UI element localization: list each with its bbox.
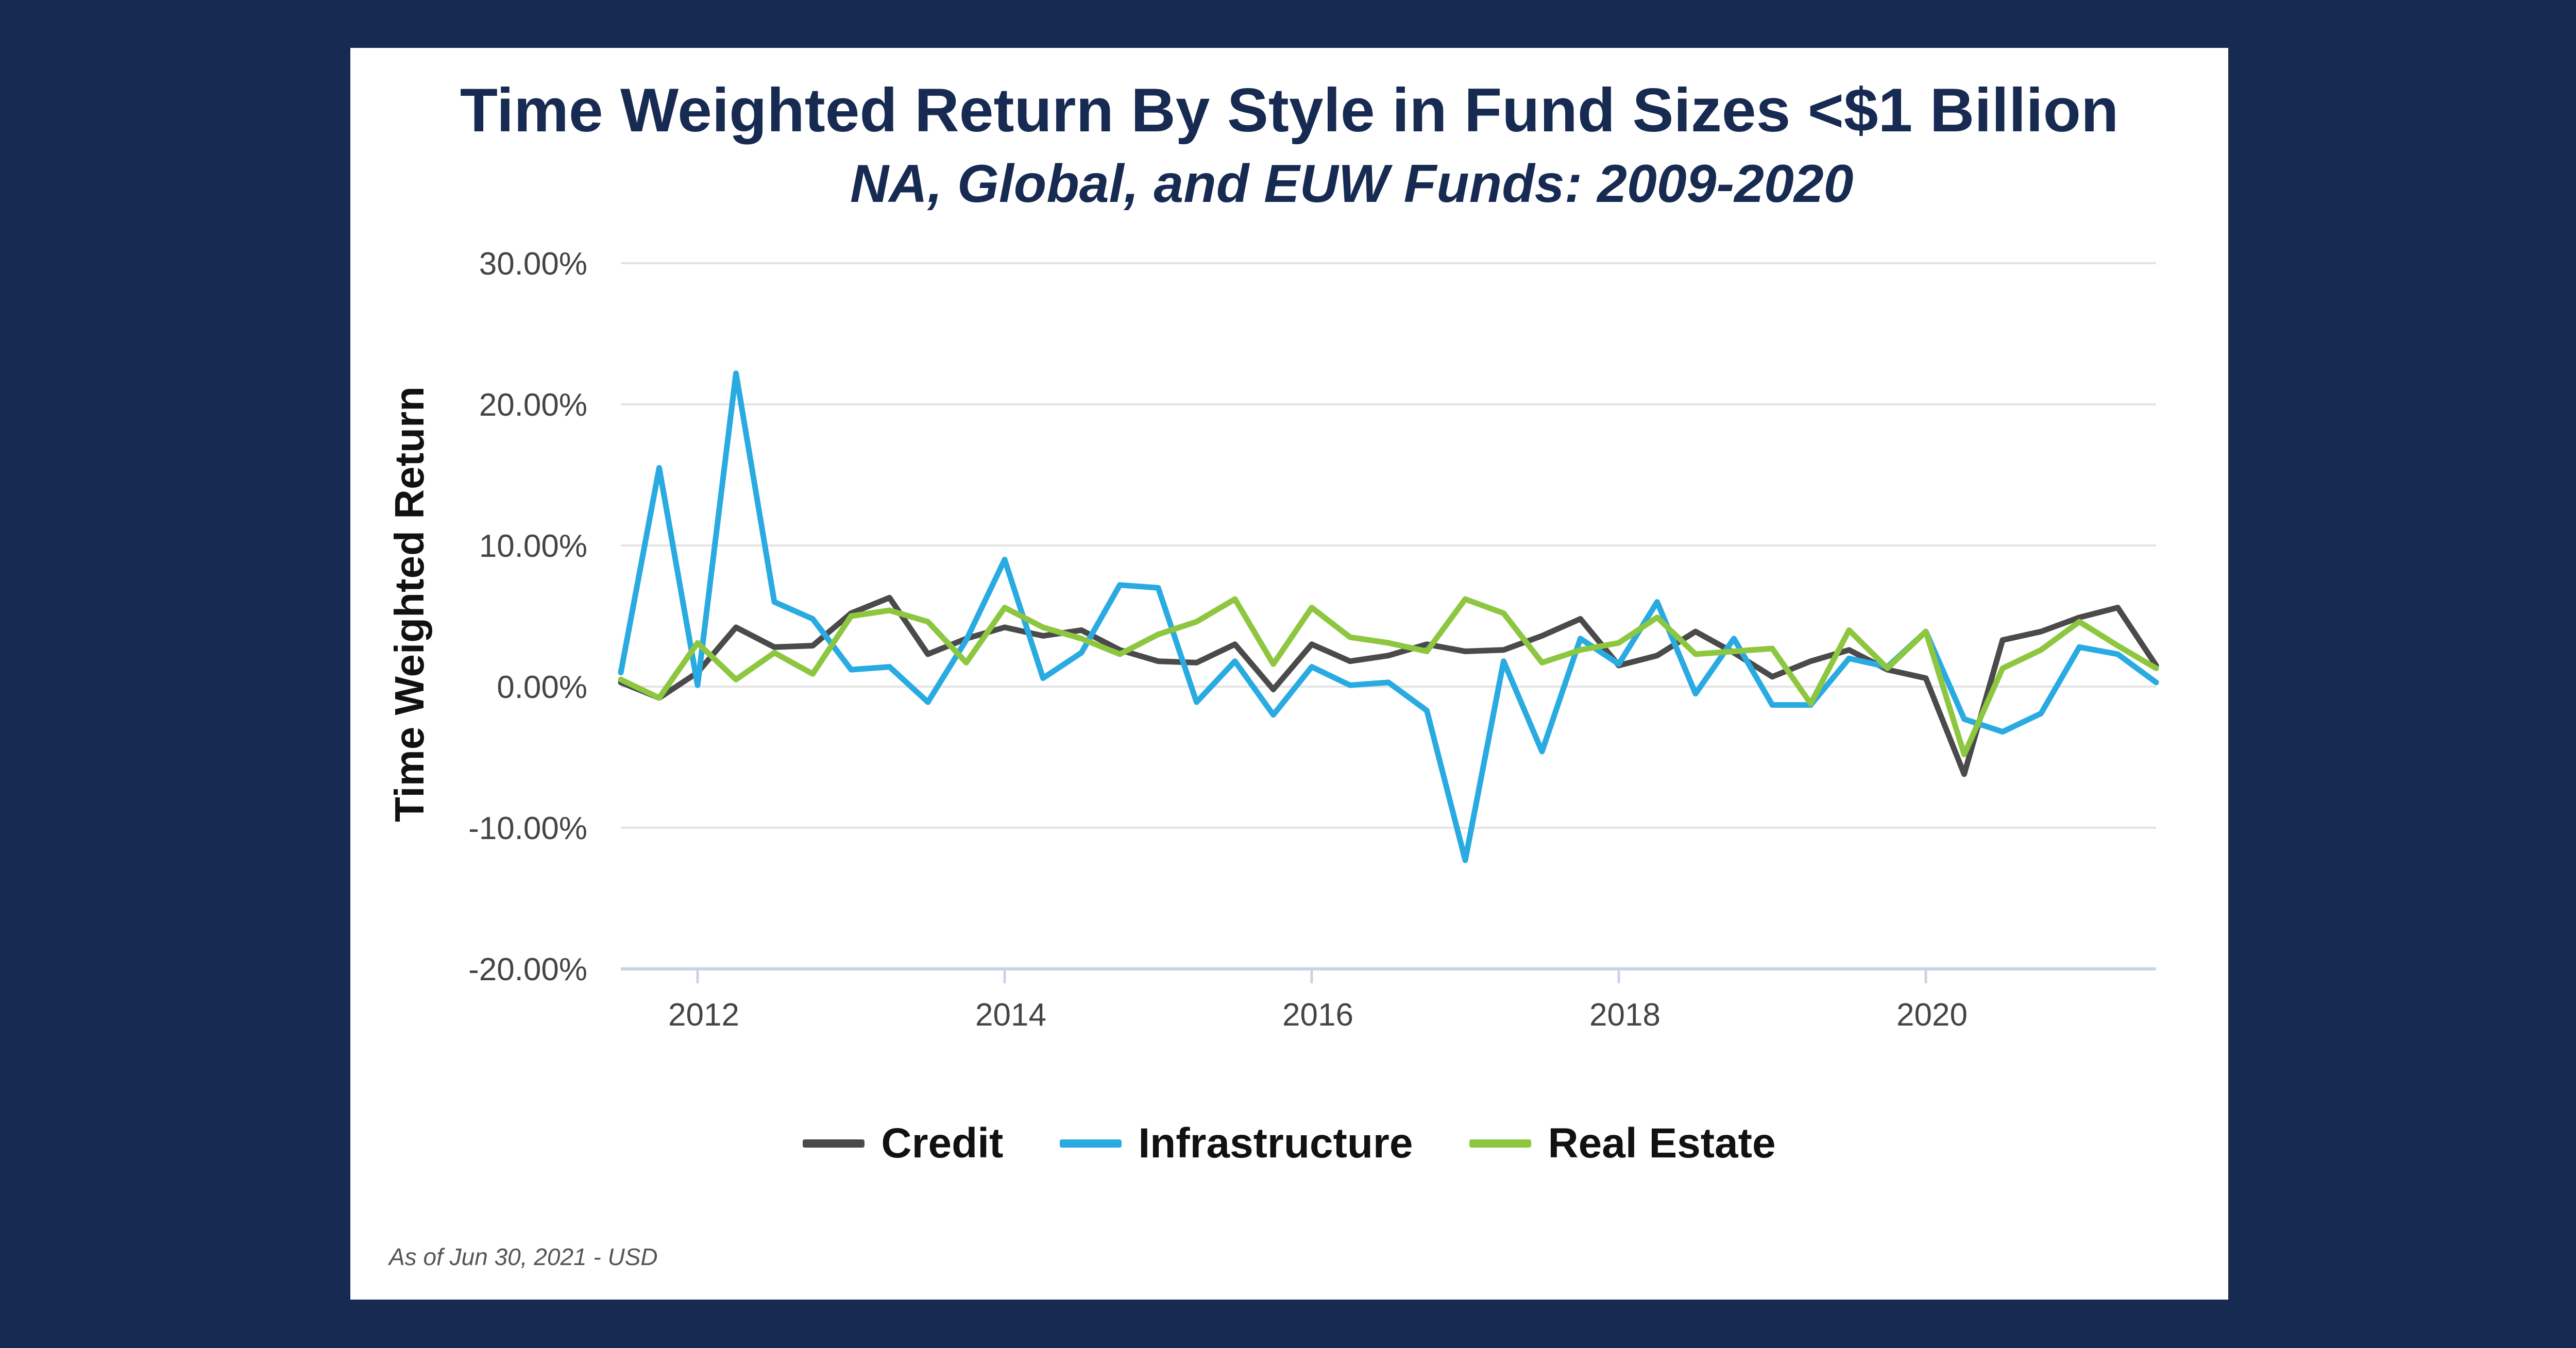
x-tick-label: 2020 (1896, 997, 1968, 1033)
legend-item-real-estate[interactable]: Real Estate (1469, 1119, 1776, 1168)
legend-label-credit: Credit (881, 1120, 1004, 1167)
grid-lines (621, 262, 2156, 970)
legend-item-infrastructure[interactable]: Infrastructure (1060, 1119, 1413, 1168)
y-tick-label: 20.00% (479, 387, 587, 423)
footnote: As of Jun 30, 2021 - USD (389, 1243, 658, 1270)
series-lines (618, 370, 2159, 863)
x-tick-label: 2016 (1282, 997, 1353, 1033)
legend-swatch-infrastructure (1060, 1139, 1122, 1148)
line-chart: 30.00% 20.00% 10.00% 0.00% -10.00% -20.00% 20… (468, 246, 2159, 1033)
x-tick-label: 2014 (975, 997, 1046, 1033)
y-tick-label: 10.00% (479, 528, 587, 564)
y-tick-label: 30.00% (479, 246, 587, 282)
y-tick-label: -10.00% (468, 811, 587, 846)
chart-card: Time Weighted Return By Style in Fund Si… (350, 48, 2228, 1300)
x-tick-label: 2018 (1589, 997, 1660, 1033)
legend-swatch-credit (803, 1139, 865, 1148)
y-tick-labels: 30.00% 20.00% 10.00% 0.00% -10.00% -20.00% (468, 246, 587, 987)
legend-swatch-real-estate (1469, 1139, 1532, 1148)
chart-title: Time Weighted Return By Style in Fund Si… (460, 76, 2119, 145)
legend-label-infrastructure: Infrastructure (1138, 1120, 1413, 1167)
series-line-credit (618, 594, 2159, 777)
x-tick-labels: 2012 2014 2016 2018 2020 (668, 969, 1968, 1033)
legend: Credit Infrastructure Real Estate (350, 1119, 2228, 1168)
chart-subtitle: NA, Global, and EUW Funds: 2009-2020 (850, 154, 1854, 214)
y-tick-label: 0.00% (497, 670, 587, 705)
x-tick-label: 2012 (668, 997, 739, 1033)
legend-label-real-estate: Real Estate (1548, 1120, 1776, 1167)
series-line-real-estate (618, 596, 2159, 757)
legend-item-credit[interactable]: Credit (803, 1119, 1003, 1168)
y-tick-label: -20.00% (468, 952, 587, 987)
